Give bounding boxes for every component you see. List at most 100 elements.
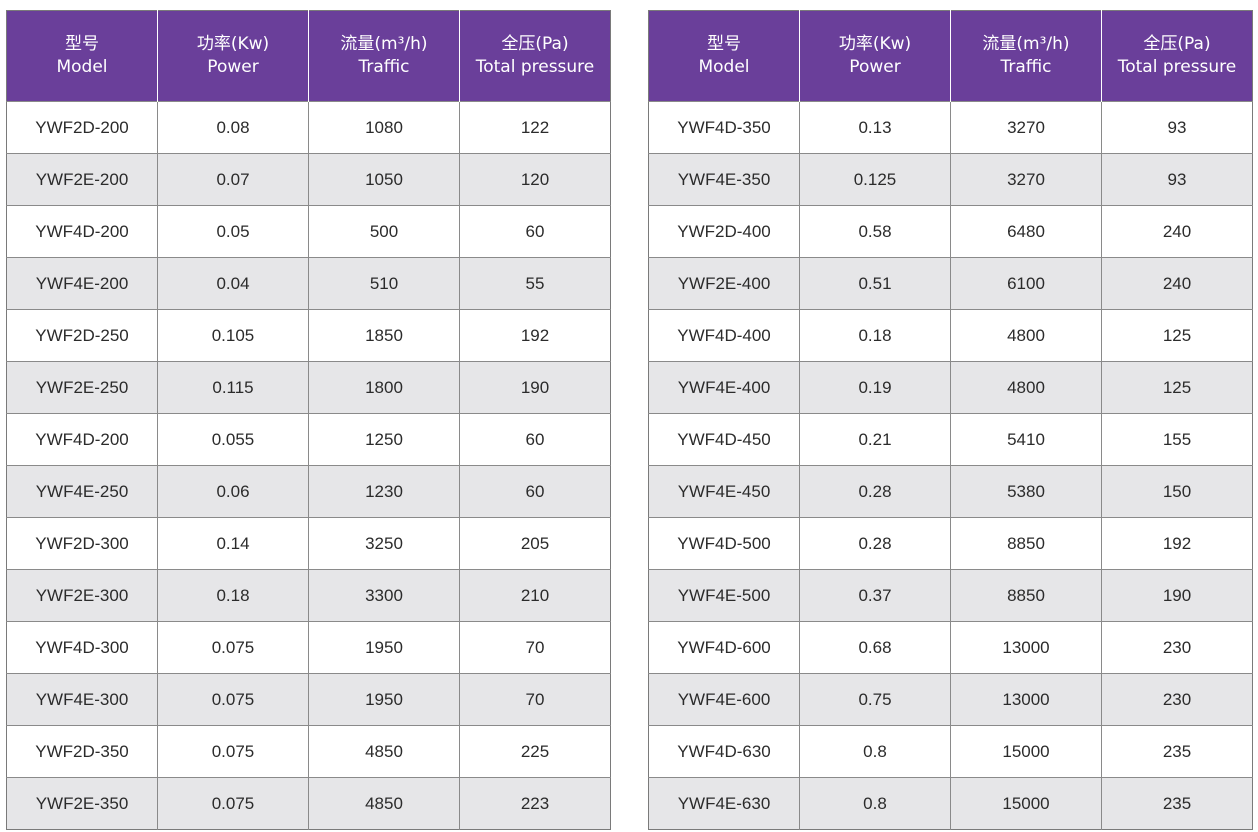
header-total-pressure: 全压(Pa) Total pressure (1101, 10, 1253, 102)
header-traffic: 流量(m³/h) Traffic (308, 10, 460, 102)
cell-traffic: 3250 (308, 517, 460, 570)
cell-traffic: 4800 (950, 309, 1102, 362)
table-row: YWF4D-600 0.68 13000 230 (648, 621, 1253, 674)
cell-model: YWF4E-300 (6, 673, 158, 726)
cell-power: 0.13 (799, 101, 951, 154)
cell-model: YWF2E-350 (6, 777, 158, 830)
cell-traffic: 8850 (950, 517, 1102, 570)
cell-traffic: 3270 (950, 101, 1102, 154)
cell-power: 0.19 (799, 361, 951, 414)
table-row: YWF4E-450 0.28 5380 150 (648, 465, 1253, 518)
table-row: YWF2E-350 0.075 4850 223 (6, 777, 611, 830)
cell-traffic: 1250 (308, 413, 460, 466)
cell-power: 0.28 (799, 465, 951, 518)
table-row: YWF4D-500 0.28 8850 192 (648, 517, 1253, 570)
cell-total-pressure: 60 (459, 465, 611, 518)
cell-total-pressure: 240 (1101, 257, 1253, 310)
header-traffic: 流量(m³/h) Traffic (950, 10, 1102, 102)
cell-power: 0.075 (157, 673, 309, 726)
table-row: YWF2E-200 0.07 1050 120 (6, 153, 611, 206)
cell-power: 0.51 (799, 257, 951, 310)
cell-traffic: 15000 (950, 725, 1102, 778)
cell-power: 0.75 (799, 673, 951, 726)
cell-traffic: 3270 (950, 153, 1102, 206)
cell-traffic: 1950 (308, 673, 460, 726)
cell-total-pressure: 150 (1101, 465, 1253, 518)
cell-total-pressure: 235 (1101, 777, 1253, 830)
cell-model: YWF2E-400 (648, 257, 800, 310)
header-row: 型号 Model 功率(Kw) Power 流量(m³/h) Traffic 全压(P… (6, 10, 611, 102)
cell-model: YWF4D-600 (648, 621, 800, 674)
cell-power: 0.055 (157, 413, 309, 466)
cell-model: YWF4E-400 (648, 361, 800, 414)
cell-power: 0.07 (157, 153, 309, 206)
table-row: YWF4E-250 0.06 1230 60 (6, 465, 611, 518)
cell-total-pressure: 205 (459, 517, 611, 570)
cell-power: 0.125 (799, 153, 951, 206)
cell-power: 0.58 (799, 205, 951, 258)
table-header: 型号 Model 功率(Kw) Power 流量(m³/h) Traffic 全压(P… (648, 10, 1253, 102)
cell-total-pressure: 230 (1101, 621, 1253, 674)
cell-power: 0.8 (799, 777, 951, 830)
cell-model: YWF4D-200 (6, 205, 158, 258)
table-row: YWF4E-630 0.8 15000 235 (648, 777, 1253, 830)
cell-power: 0.08 (157, 101, 309, 154)
cell-traffic: 4850 (308, 725, 460, 778)
header-model: 型号 Model (648, 10, 800, 102)
cell-model: YWF2D-400 (648, 205, 800, 258)
cell-total-pressure: 190 (459, 361, 611, 414)
table-row: YWF4D-200 0.055 1250 60 (6, 413, 611, 466)
cell-power: 0.105 (157, 309, 309, 362)
spec-table-left: 型号 Model 功率(Kw) Power 流量(m³/h) Traffic 全压(P… (6, 10, 611, 830)
cell-model: YWF4D-500 (648, 517, 800, 570)
cell-total-pressure: 192 (1101, 517, 1253, 570)
cell-traffic: 6100 (950, 257, 1102, 310)
cell-traffic: 4850 (308, 777, 460, 830)
table-row: YWF4D-630 0.8 15000 235 (648, 725, 1253, 778)
cell-traffic: 1950 (308, 621, 460, 674)
table-row: YWF4E-400 0.19 4800 125 (648, 361, 1253, 414)
cell-model: YWF4E-500 (648, 569, 800, 622)
table-body: YWF2D-200 0.08 1080 122 YWF2E-200 0.07 1050 120… (6, 101, 611, 830)
cell-model: YWF4D-400 (648, 309, 800, 362)
header-total-pressure: 全压(Pa) Total pressure (459, 10, 611, 102)
table-row: YWF4E-500 0.37 8850 190 (648, 569, 1253, 622)
cell-model: YWF4E-450 (648, 465, 800, 518)
cell-model: YWF4D-350 (648, 101, 800, 154)
table-row: YWF2D-200 0.08 1080 122 (6, 101, 611, 154)
table-row: YWF4D-300 0.075 1950 70 (6, 621, 611, 674)
cell-model: YWF2E-300 (6, 569, 158, 622)
table-row: YWF4D-400 0.18 4800 125 (648, 309, 1253, 362)
cell-model: YWF2D-200 (6, 101, 158, 154)
table-row: YWF2D-250 0.105 1850 192 (6, 309, 611, 362)
cell-total-pressure: 70 (459, 621, 611, 674)
cell-power: 0.075 (157, 725, 309, 778)
cell-power: 0.075 (157, 777, 309, 830)
cell-model: YWF4E-600 (648, 673, 800, 726)
cell-model: YWF4E-200 (6, 257, 158, 310)
cell-total-pressure: 240 (1101, 205, 1253, 258)
cell-total-pressure: 235 (1101, 725, 1253, 778)
cell-model: YWF4E-350 (648, 153, 800, 206)
table-row: YWF4D-200 0.05 500 60 (6, 205, 611, 258)
cell-total-pressure: 70 (459, 673, 611, 726)
header-power: 功率(Kw) Power (799, 10, 951, 102)
cell-model: YWF2D-300 (6, 517, 158, 570)
cell-model: YWF4D-630 (648, 725, 800, 778)
cell-total-pressure: 190 (1101, 569, 1253, 622)
cell-traffic: 1050 (308, 153, 460, 206)
table-row: YWF4E-200 0.04 510 55 (6, 257, 611, 310)
cell-total-pressure: 155 (1101, 413, 1253, 466)
cell-traffic: 5410 (950, 413, 1102, 466)
table-row: YWF2D-350 0.075 4850 225 (6, 725, 611, 778)
cell-power: 0.28 (799, 517, 951, 570)
table-row: YWF4D-450 0.21 5410 155 (648, 413, 1253, 466)
table-row: YWF2D-400 0.58 6480 240 (648, 205, 1253, 258)
cell-total-pressure: 55 (459, 257, 611, 310)
cell-traffic: 15000 (950, 777, 1102, 830)
table-row: YWF2E-250 0.115 1800 190 (6, 361, 611, 414)
table-header: 型号 Model 功率(Kw) Power 流量(m³/h) Traffic 全压(P… (6, 10, 611, 102)
cell-power: 0.075 (157, 621, 309, 674)
cell-traffic: 8850 (950, 569, 1102, 622)
table-row: YWF4E-300 0.075 1950 70 (6, 673, 611, 726)
